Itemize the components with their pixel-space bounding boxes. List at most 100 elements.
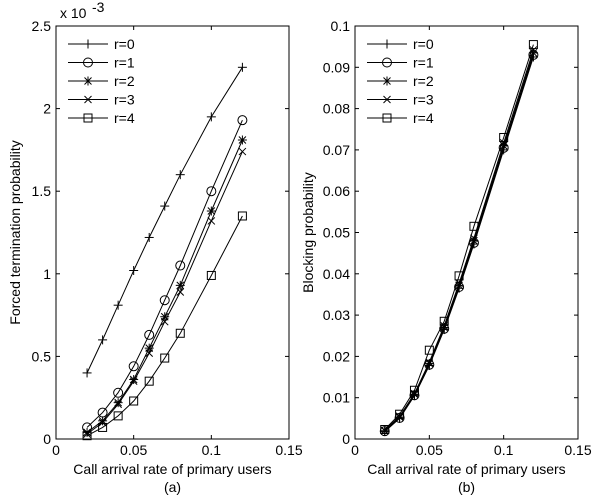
panel-b-data-point bbox=[469, 221, 479, 231]
panel-b-legend-label: r=0 bbox=[413, 36, 434, 52]
panel-a-data-point-b bbox=[207, 217, 216, 225]
panel-a-data-point-b bbox=[145, 349, 154, 357]
panel-a-data-point-b bbox=[160, 317, 169, 326]
panel-b-data-point bbox=[454, 271, 464, 281]
panel-a-ytick-label: 0.5 bbox=[32, 348, 52, 364]
panel-a-ytick-label: 2 bbox=[43, 101, 51, 117]
panel-a-series-line bbox=[86, 215, 243, 437]
panel-a-data-point-b bbox=[238, 136, 247, 144]
panel-a-legend-label: r=2 bbox=[114, 73, 135, 89]
panel-b-data-point-b bbox=[440, 321, 449, 330]
panel-a-x-axis-title: Call arrival rate of primary users bbox=[73, 461, 271, 477]
panel-a-data-point bbox=[206, 186, 217, 197]
panel-b-ytick-label: 0.05 bbox=[323, 225, 350, 241]
panel-a-data-point bbox=[144, 329, 155, 340]
panel-b-data-point-b bbox=[470, 236, 478, 245]
panel-a-legend-label: r=4 bbox=[114, 110, 135, 126]
panel-a-data-point bbox=[144, 376, 154, 386]
panel-a-panel-label: (a) bbox=[164, 479, 181, 495]
panel-a-data-point bbox=[160, 353, 170, 363]
panel-a-data-point bbox=[237, 211, 247, 221]
panel-a-legend-marker-b bbox=[84, 77, 92, 85]
panel-b-ytick-label: 0.01 bbox=[323, 390, 350, 406]
panel-a-ytick-label: 1.5 bbox=[32, 183, 52, 199]
panel-a-data-point bbox=[237, 115, 248, 126]
panel-a-data-point-b bbox=[176, 281, 185, 290]
panel-b-ytick-label: 0.07 bbox=[323, 142, 350, 158]
panel-a-legend-marker-b bbox=[84, 95, 92, 104]
panel-a-data-point bbox=[206, 270, 216, 280]
panel-b-ytick-label: 0.04 bbox=[323, 266, 350, 282]
panel-a-series-r3 bbox=[83, 147, 247, 438]
panel-a-data-point-b bbox=[114, 400, 122, 409]
panel-b-xtick-label: 0.15 bbox=[564, 442, 591, 458]
panel-b-legend-marker-b bbox=[383, 95, 391, 104]
panel-b-legend-label: r=1 bbox=[413, 55, 434, 71]
panel-b-data-point-b bbox=[425, 358, 434, 367]
panel-b-xtick-label: 0.05 bbox=[416, 442, 443, 458]
panel-a-exponent-power: -3 bbox=[92, 0, 105, 15]
panel-b-ytick-label: 0.08 bbox=[323, 101, 350, 117]
panel-a-data-point bbox=[159, 295, 170, 306]
panel-b-y-axis-title: Blocking probability bbox=[300, 172, 316, 293]
panel-a-series-r2 bbox=[82, 135, 247, 437]
panel-b-xtick-label: 0.1 bbox=[494, 442, 514, 458]
panel-a-legend-label: r=0 bbox=[114, 36, 135, 52]
panel-b-data-point bbox=[380, 425, 390, 435]
panel-b-ytick-label: 0.02 bbox=[323, 348, 350, 364]
panel-a-data-point-b bbox=[176, 288, 185, 296]
panel-b-data-point-b bbox=[499, 141, 508, 150]
panel-b-data-point bbox=[499, 133, 509, 143]
panel-a-series-r1 bbox=[82, 115, 248, 433]
panel-b-data-point-b bbox=[380, 426, 389, 435]
panel-a-data-point bbox=[175, 328, 185, 338]
panel-b-legend-marker bbox=[382, 113, 392, 123]
panel-a-data-point-b bbox=[207, 207, 216, 215]
panel-b-data-point bbox=[395, 409, 405, 419]
panel-b-data-point-b bbox=[395, 413, 404, 421]
panel-a-xtick-label: 0 bbox=[52, 442, 60, 458]
panel-b-legend-marker bbox=[382, 57, 392, 68]
panel-a-data-point bbox=[113, 387, 124, 398]
panel-a-legend-label: r=3 bbox=[114, 92, 135, 108]
panel-b-data-point-b bbox=[410, 389, 419, 398]
panel-a-series-r0 bbox=[82, 62, 247, 378]
panel-b-legend-label: r=4 bbox=[413, 110, 434, 126]
panel-b-series-line bbox=[384, 44, 534, 430]
panel-a-y-axis-title: Forced termination probability bbox=[7, 140, 23, 324]
panel-b: 0 0.05 0.1 0.15 0 0.01 0.02 0.03 0.04 0.05 0.06 0.0… bbox=[300, 18, 592, 495]
panel-a-data-point bbox=[128, 361, 139, 372]
panel-b-legend-label: r=3 bbox=[413, 92, 434, 108]
panel-a-data-point bbox=[113, 411, 123, 421]
panel-b-data-point bbox=[409, 385, 419, 395]
panel-b-data-point-b bbox=[455, 279, 463, 288]
panel-a-data-point bbox=[129, 396, 139, 406]
panel-a-ytick-label: 2.5 bbox=[32, 18, 52, 34]
panel-b-ytick-label: 0.09 bbox=[323, 59, 350, 75]
panel-b-data-point-b bbox=[529, 48, 538, 57]
panel-b-x-axis-title: Call arrival rate of primary users bbox=[367, 461, 565, 477]
panel-b-data-point bbox=[424, 345, 434, 355]
panel-a: 0 0.05 0.1 0.15 0 0.5 1 1.5 2 2.5 x 10 -3 Call arriv… bbox=[7, 0, 303, 495]
panel-a-legend: r=0 r=1 r=2 r=3 r=4 bbox=[62, 32, 162, 131]
panel-b-data-point bbox=[528, 40, 538, 50]
panel-b-ytick-label: 0.06 bbox=[323, 183, 350, 199]
panel-b-ytick-label: 0.1 bbox=[331, 18, 351, 34]
panel-b-legend: r=0 r=1 r=2 r=3 r=4 bbox=[361, 32, 441, 131]
panel-b-ytick-label: 0 bbox=[342, 431, 350, 447]
panel-b-ytick-label: 0.03 bbox=[323, 307, 350, 323]
panel-a-data-point-b bbox=[98, 418, 107, 427]
panel-a-legend-label: r=1 bbox=[114, 55, 135, 71]
panel-a-axes-box bbox=[55, 25, 290, 440]
panel-a-ytick-label: 1 bbox=[43, 266, 51, 282]
panel-a-xtick-label: 0.15 bbox=[275, 442, 302, 458]
panel-a-xtick-label: 0.05 bbox=[120, 442, 147, 458]
panel-a-xtick-label: 0.1 bbox=[202, 442, 222, 458]
panel-a-legend-marker bbox=[83, 57, 93, 68]
panel-b-legend-label: r=2 bbox=[413, 73, 434, 89]
panel-a-data-point-b bbox=[238, 147, 247, 156]
panel-a-data-point bbox=[175, 260, 186, 271]
panel-a-exponent-label: x 10 bbox=[60, 5, 87, 21]
panel-b-data-point-b bbox=[425, 359, 434, 368]
panel-b-legend-marker-b bbox=[383, 77, 391, 85]
